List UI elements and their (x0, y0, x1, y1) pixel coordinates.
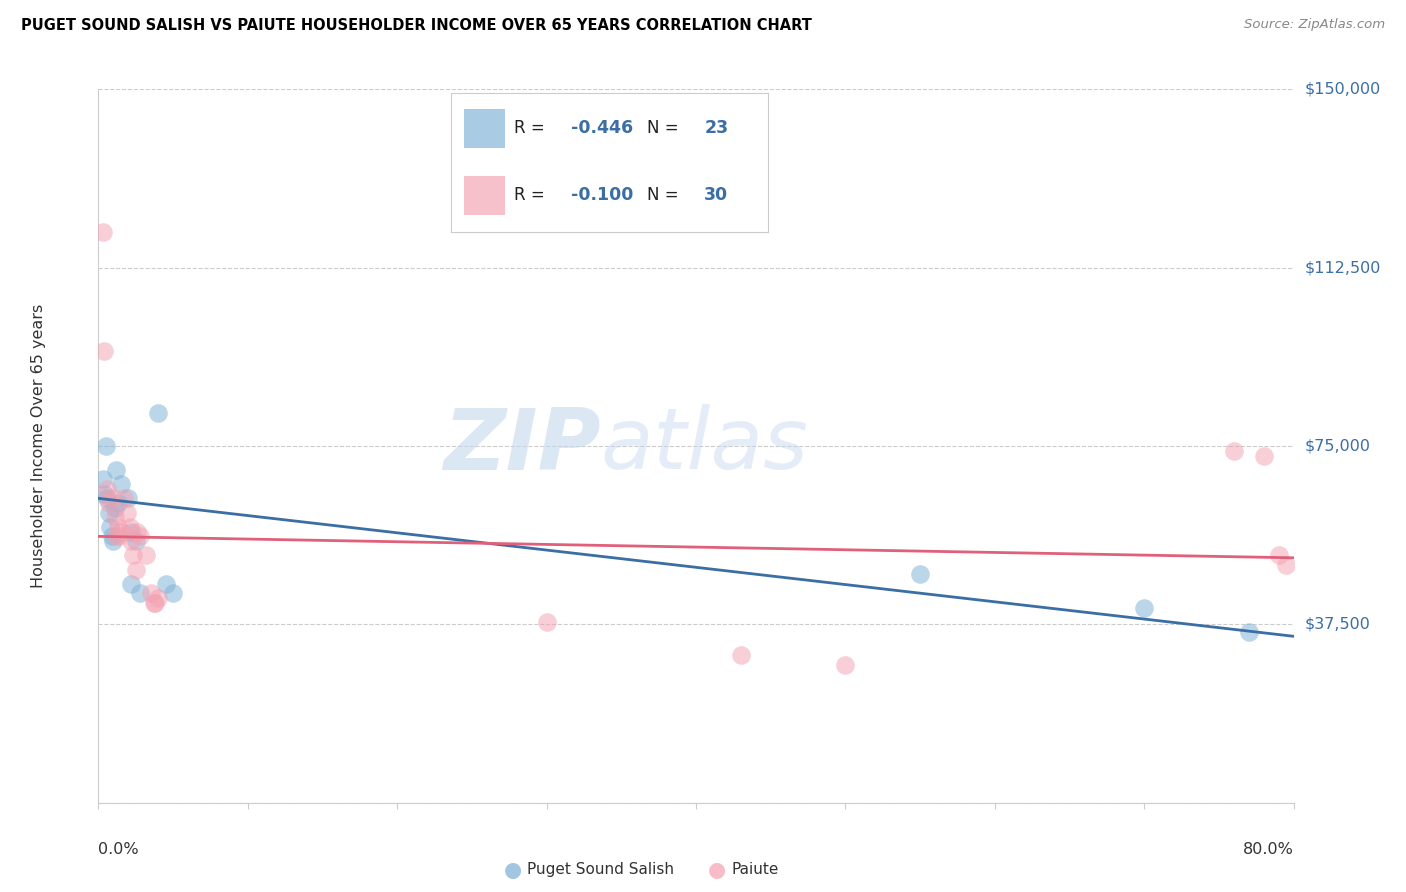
Point (148, 406, 170, 420)
Text: Puget Sound Salish: Puget Sound Salish (527, 863, 675, 877)
Point (1275, 558, 1298, 572)
Text: ●: ● (505, 860, 522, 880)
Point (93, 486, 115, 500)
Point (135, 549, 157, 563)
Point (117, 491, 139, 506)
Point (98, 520, 122, 534)
Text: $37,500: $37,500 (1305, 617, 1371, 632)
Text: Householder Income Over 65 years: Householder Income Over 65 years (31, 304, 46, 588)
Point (108, 529, 131, 543)
Point (129, 586, 152, 600)
Point (1267, 549, 1289, 563)
Point (120, 524, 142, 539)
Text: ●: ● (709, 860, 725, 880)
Point (1223, 443, 1246, 458)
Point (120, 534, 142, 549)
Point (111, 524, 134, 539)
Point (155, 577, 177, 591)
Point (125, 563, 148, 577)
Point (91, 225, 114, 239)
Point (103, 534, 125, 549)
Point (162, 586, 184, 600)
Point (104, 500, 127, 515)
Text: Paiute: Paiute (731, 863, 779, 877)
Text: atlas: atlas (600, 404, 808, 488)
Point (1133, 600, 1156, 615)
Point (121, 549, 143, 563)
Point (94, 439, 117, 453)
Point (908, 567, 931, 582)
Text: Source: ZipAtlas.com: Source: ZipAtlas.com (1244, 18, 1385, 31)
Point (96, 482, 118, 496)
Point (93, 343, 115, 358)
Text: PUGET SOUND SALISH VS PAIUTE HOUSEHOLDER INCOME OVER 65 YEARS CORRELATION CHART: PUGET SOUND SALISH VS PAIUTE HOUSEHOLDER… (21, 18, 813, 33)
Point (97, 496, 120, 510)
Text: $75,000: $75,000 (1305, 439, 1371, 453)
Point (1237, 624, 1260, 639)
Point (107, 496, 129, 510)
Text: $112,500: $112,500 (1305, 260, 1381, 275)
Point (143, 596, 166, 610)
Point (125, 534, 148, 549)
Point (127, 524, 149, 539)
Point (118, 520, 141, 534)
Text: ZIP: ZIP (443, 404, 600, 488)
Point (96, 491, 118, 506)
Point (120, 577, 142, 591)
Point (536, 615, 558, 629)
Point (105, 463, 128, 477)
Point (105, 529, 128, 543)
Text: 80.0%: 80.0% (1243, 842, 1294, 857)
Point (129, 529, 152, 543)
Point (115, 506, 138, 520)
Point (110, 477, 132, 491)
Point (91, 472, 114, 486)
Point (104, 510, 127, 524)
Point (834, 657, 856, 672)
Point (97, 506, 120, 520)
Point (139, 586, 162, 600)
Text: 0.0%: 0.0% (98, 842, 139, 857)
Point (730, 648, 752, 663)
Point (101, 491, 124, 506)
Point (112, 491, 135, 506)
Point (1253, 449, 1275, 463)
Point (107, 520, 129, 534)
Point (148, 591, 170, 606)
Point (142, 596, 165, 610)
Text: $150,000: $150,000 (1305, 82, 1381, 96)
Point (101, 529, 124, 543)
